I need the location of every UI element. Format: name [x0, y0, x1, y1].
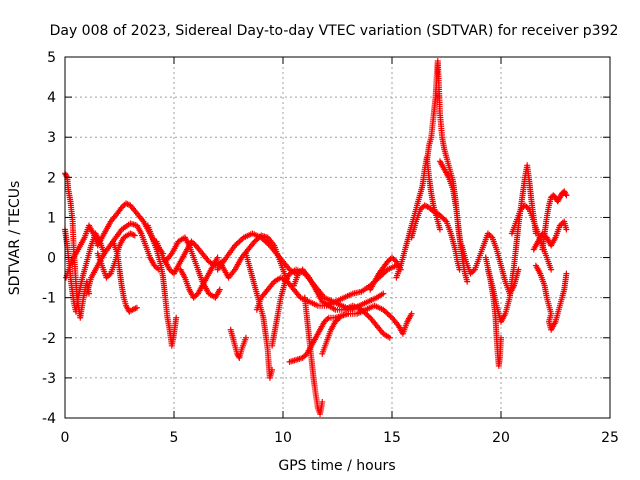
series-arc-10 — [177, 254, 221, 301]
series-arc-32 — [532, 262, 570, 333]
chart-title: Day 008 of 2023, Sidereal Day-to-day VTE… — [50, 23, 619, 39]
series-arc-13 — [214, 230, 300, 277]
data-point — [242, 334, 249, 341]
series-arc-18 — [286, 302, 415, 365]
series-arc-26 — [458, 230, 522, 297]
y-tick-label: 1 — [47, 210, 56, 226]
grid — [65, 57, 610, 418]
series-arc-19 — [301, 294, 326, 417]
data-point — [173, 314, 180, 321]
x-tick-label: 5 — [170, 430, 179, 446]
data-point — [548, 266, 555, 273]
series-arc-31 — [539, 188, 570, 253]
data-point — [436, 226, 443, 233]
data-point — [131, 232, 138, 239]
series-arc-14 — [242, 250, 276, 381]
data-point — [214, 254, 221, 261]
plot-frame — [64, 56, 611, 419]
data-point — [336, 314, 343, 321]
y-tick-label: -1 — [42, 291, 56, 307]
x-tick-label: 15 — [383, 430, 401, 446]
x-tick-label: 25 — [601, 430, 619, 446]
y-tick-label: -4 — [42, 411, 56, 427]
data-point — [269, 366, 276, 373]
data-markers — [62, 58, 570, 417]
data-point — [498, 334, 504, 341]
x-axis-label: GPS time / hours — [278, 458, 395, 474]
data-point — [563, 226, 570, 233]
data-point — [408, 310, 415, 317]
data-point — [133, 304, 140, 311]
series-arc-22 — [393, 154, 443, 281]
data-point — [216, 286, 223, 293]
data-point — [380, 290, 387, 297]
x-tick-label: 10 — [274, 430, 292, 446]
data-point — [130, 231, 137, 238]
series-arc-05 — [94, 230, 138, 281]
data-point — [563, 270, 570, 277]
data-point — [562, 191, 569, 198]
axis-ticks: -4 -3 -2 -1 0 1 2 3 4 5 0 5 10 15 20 25 — [42, 50, 619, 446]
data-point — [128, 231, 135, 238]
x-tick-label: 0 — [61, 430, 70, 446]
series-arc-23 — [408, 202, 463, 273]
x-tick-label: 20 — [492, 430, 510, 446]
y-tick-label: -2 — [42, 331, 56, 347]
y-tick-label: 3 — [47, 130, 56, 146]
data-point — [319, 398, 326, 405]
series-arc-06 — [109, 238, 140, 315]
y-tick-label: 2 — [47, 170, 56, 186]
data-point — [63, 172, 70, 179]
series-arc-09 — [162, 234, 223, 301]
y-tick-label: 5 — [47, 50, 56, 66]
data-point — [464, 278, 471, 285]
y-tick-label: -3 — [42, 371, 56, 387]
data-point — [563, 192, 570, 199]
y-axis-label: SDTVAR / TECUs — [7, 181, 23, 296]
y-tick-label: 0 — [47, 251, 56, 267]
series-arc-11 — [227, 326, 249, 361]
series-arc-07 — [144, 222, 180, 349]
y-tick-label: 4 — [47, 90, 56, 106]
series-arc-20 — [319, 314, 343, 357]
data-point — [386, 334, 393, 341]
